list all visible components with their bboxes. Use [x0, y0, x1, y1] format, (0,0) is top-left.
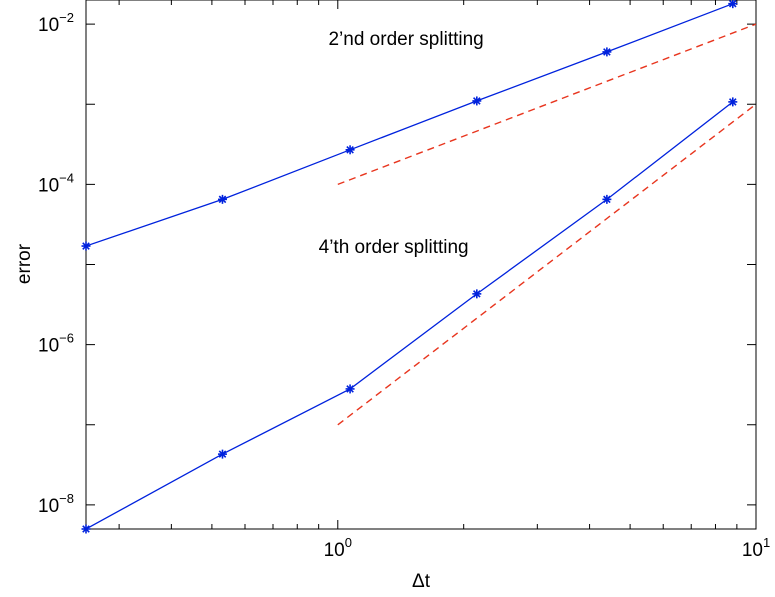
y-tick-label: 10−6 [38, 331, 74, 357]
data-point-marker [728, 0, 738, 9]
error-series [81, 97, 738, 534]
ticks-layer: 100 101 10−8 10−6 10−4 10−2 [38, 0, 770, 561]
error-series [81, 0, 738, 251]
y-tick-label: 10−8 [38, 491, 74, 517]
y-axis-label: error [14, 243, 35, 284]
reference-slope-line [337, 23, 756, 186]
y-tick-label: 10−4 [38, 170, 74, 196]
data-point-marker [81, 241, 91, 251]
series-annotation: 2’nd order splitting [328, 29, 483, 50]
data-point-marker [81, 524, 91, 534]
data-point-marker [345, 384, 355, 394]
reference-slope-line [337, 103, 756, 426]
x-tick-label: 100 [324, 535, 352, 561]
data-point-marker [217, 449, 227, 459]
data-point-marker [472, 289, 482, 299]
data-point-marker [345, 145, 355, 155]
annotations-layer: 2’nd order splitting 4’th order splitting [319, 29, 484, 258]
series-line [86, 3, 734, 247]
reference-lines-layer [337, 23, 756, 426]
data-point-marker [602, 47, 612, 57]
x-tick-label: 101 [742, 535, 770, 561]
data-point-marker [472, 96, 482, 106]
series-line [86, 101, 734, 529]
series-annotation: 4’th order splitting [319, 237, 469, 258]
plot-area [85, 0, 757, 530]
data-point-marker [602, 194, 612, 204]
data-point-marker [728, 97, 738, 107]
data-point-marker [217, 194, 227, 204]
x-axis-label: Δt [412, 571, 431, 592]
series-layer [81, 0, 738, 534]
y-tick-label: 10−2 [38, 10, 74, 36]
